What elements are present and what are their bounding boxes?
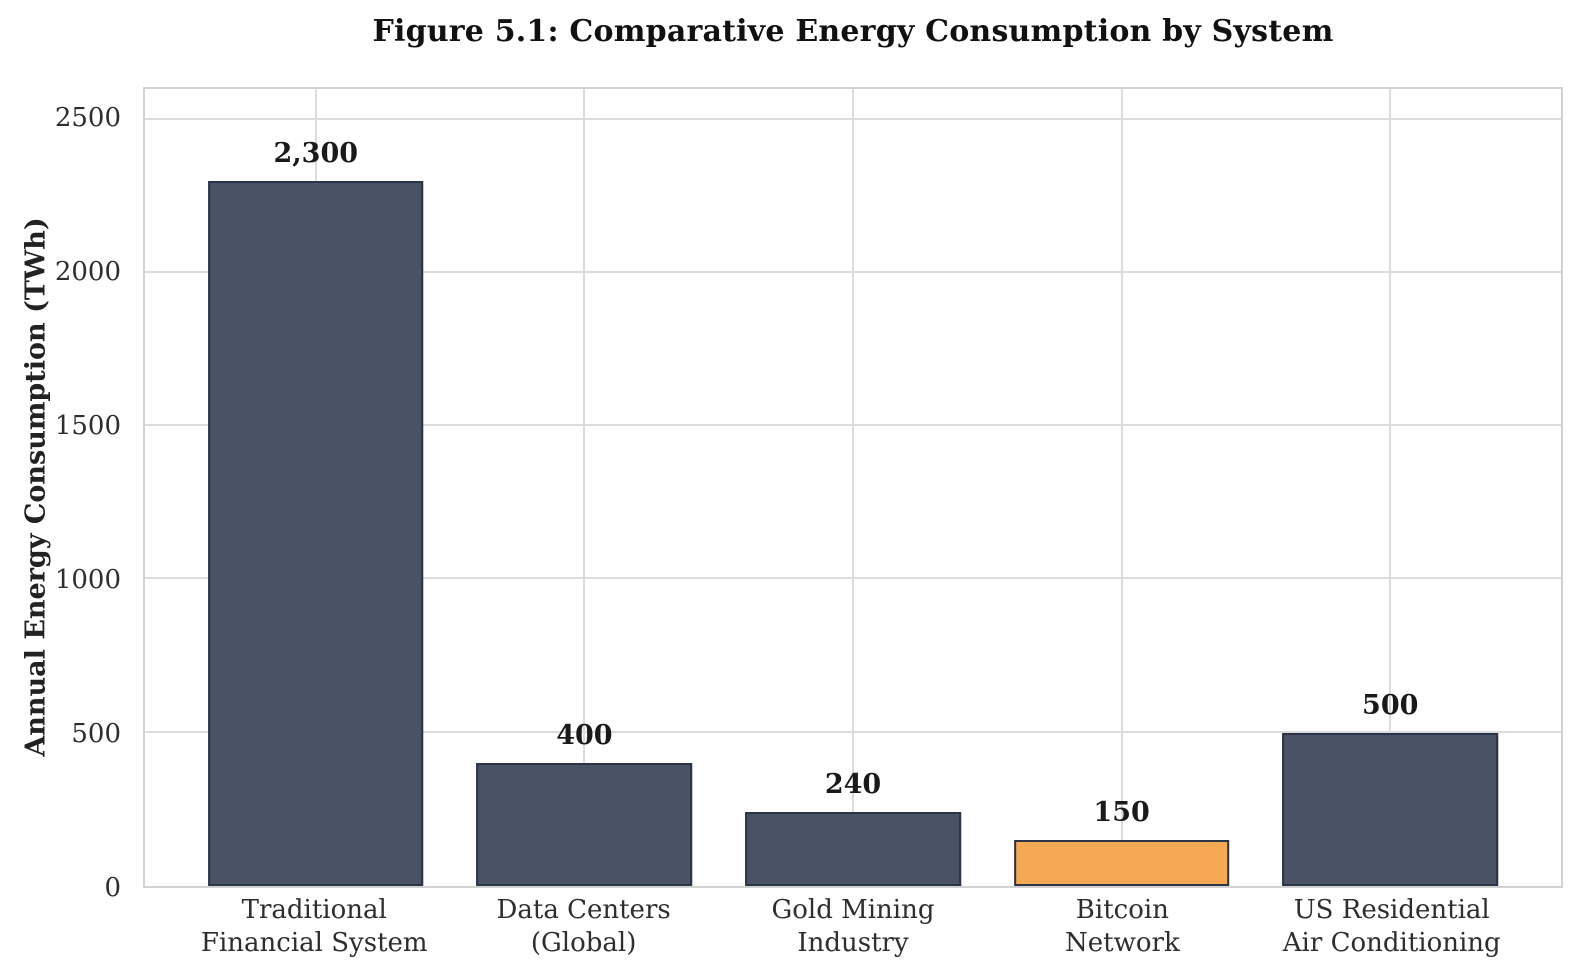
y-tick-label: 1500 — [54, 410, 121, 441]
y-tick-label: 0 — [104, 873, 121, 903]
vertical-gridline — [1120, 89, 1123, 886]
x-tick-label: Traditional Financial System — [200, 895, 428, 959]
x-tick-label: US Residential Air Conditioning — [1282, 895, 1501, 959]
plot-area: 2,300 400 240 150 500 — [143, 87, 1563, 888]
bar-value-label: 500 — [1362, 689, 1419, 721]
bar-value-label: 150 — [1093, 797, 1150, 829]
vertical-gridline — [583, 89, 586, 886]
x-tick-label: Gold Mining Industry — [771, 895, 935, 959]
bar-value-label: 400 — [556, 720, 613, 752]
bar-data-centers-global- — [476, 763, 693, 886]
y-tick-label: 1000 — [54, 564, 121, 595]
bar-value-label: 2,300 — [273, 137, 359, 169]
bar-traditional-financial-system — [207, 180, 424, 886]
chart-title: Figure 5.1: Comparative Energy Consumpti… — [372, 14, 1334, 49]
y-tick-label: 2000 — [54, 256, 121, 287]
vertical-gridline — [1389, 89, 1392, 886]
bar-gold-mining-industry — [745, 812, 961, 886]
x-tick-label: Bitcoin Network — [1065, 895, 1180, 959]
bar-value-label: 240 — [824, 769, 882, 801]
y-tick-label: 500 — [71, 718, 121, 749]
bar-bitcoin-network — [1013, 840, 1230, 886]
x-axis-tick-labels: Traditional Financial System Data Centers(… — [143, 894, 1563, 969]
vertical-gridline — [852, 89, 854, 886]
y-tick-label: 2500 — [54, 102, 121, 133]
y-axis-tick-labels: 0 500 1000 1500 2000 2500 — [0, 87, 131, 903]
x-tick-label: Data Centers (Global) — [496, 895, 671, 959]
bar-us-residential-air-conditioning — [1282, 732, 1499, 886]
